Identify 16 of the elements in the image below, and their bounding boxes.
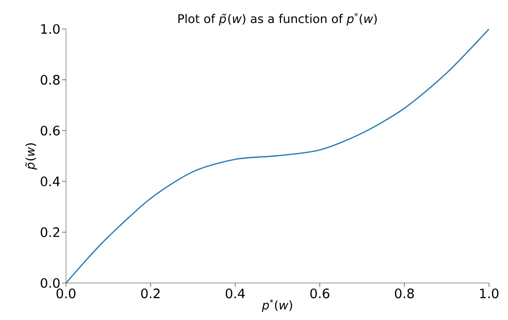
line-series bbox=[66, 28, 490, 283]
y-axis-title: p̃(w) bbox=[25, 143, 38, 170]
chart-title: Plot of p̃(w) as a function of p$^{*}$(w) bbox=[178, 12, 377, 26]
x-tick-label: 0.2 bbox=[141, 288, 160, 298]
y-tick-label: 0.2 bbox=[40, 227, 60, 238]
y-tick-label: 0.0 bbox=[40, 278, 60, 288]
x-tick-label: 1.0 bbox=[480, 288, 498, 298]
x-tick-label: 0.8 bbox=[394, 288, 414, 298]
x-axis-title: p$^{*}$(w) bbox=[262, 299, 292, 312]
y-tick-label: 1.0 bbox=[41, 24, 60, 34]
y-tick-label: 0.8 bbox=[40, 74, 60, 85]
x-tick-label: 0.6 bbox=[310, 288, 330, 298]
x-tick-label: 0.4 bbox=[226, 288, 245, 298]
y-tick-label: 0.6 bbox=[40, 126, 60, 136]
x-tick-label: 0.0 bbox=[56, 288, 76, 298]
y-tick-label: 0.4 bbox=[40, 176, 60, 186]
